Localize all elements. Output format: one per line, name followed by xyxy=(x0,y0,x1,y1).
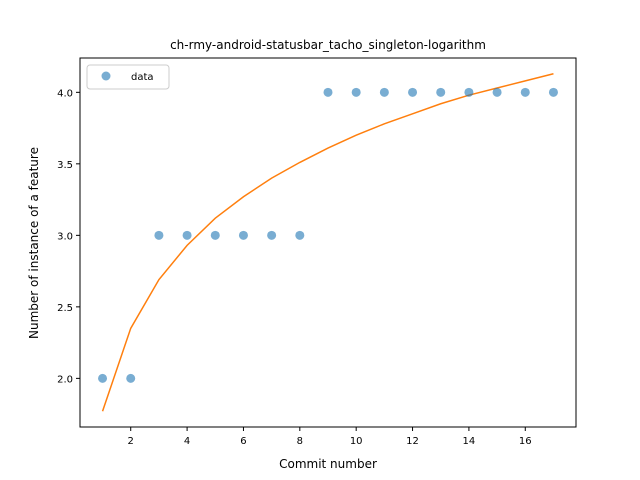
axes-frame xyxy=(79,57,577,428)
x-axis: 2 4 6 8 10 12 14 16 xyxy=(128,427,532,447)
legend-frame xyxy=(86,64,170,90)
y-axis: 2.0 2.5 3.0 3.5 4.0 xyxy=(57,88,80,385)
x-tick-label: 4 xyxy=(184,436,190,447)
data-point xyxy=(295,230,305,240)
data-point xyxy=(323,87,333,97)
data-point xyxy=(548,87,558,97)
legend-label-data: data xyxy=(131,72,154,83)
data-point xyxy=(492,87,502,97)
y-tick-label: 3.0 xyxy=(57,231,73,242)
data-point xyxy=(379,87,389,97)
x-tick-label: 12 xyxy=(406,436,419,447)
x-tick-label: 10 xyxy=(350,436,363,447)
data-point xyxy=(520,87,530,97)
data-point xyxy=(408,87,418,97)
data-point xyxy=(98,373,108,383)
legend-marker-data xyxy=(101,71,111,81)
data-point xyxy=(464,87,474,97)
y-tick-label: 3.5 xyxy=(57,160,73,171)
data-point xyxy=(154,230,164,240)
data-point xyxy=(126,373,136,383)
data-point xyxy=(238,230,248,240)
x-tick-label: 14 xyxy=(463,436,476,447)
legend: data xyxy=(86,64,170,90)
chart-title: ch-rmy-android-statusbar_tacho_singleton… xyxy=(170,38,486,52)
data-point xyxy=(267,230,277,240)
data-point xyxy=(351,87,361,97)
y-tick-label: 2.5 xyxy=(57,303,73,314)
x-tick-label: 8 xyxy=(297,436,303,447)
fit-line xyxy=(101,73,554,412)
x-tick-label: 6 xyxy=(240,436,246,447)
x-tick-label: 2 xyxy=(128,436,134,447)
data-point xyxy=(210,230,220,240)
plot-area xyxy=(98,73,558,412)
y-axis-label: Number of instance of a feature xyxy=(27,147,41,339)
y-tick-label: 4.0 xyxy=(57,88,73,99)
x-tick-label: 16 xyxy=(519,436,532,447)
y-tick-label: 2.0 xyxy=(57,374,73,385)
x-axis-label: Commit number xyxy=(279,457,377,471)
data-point xyxy=(182,230,192,240)
data-point xyxy=(436,87,446,97)
